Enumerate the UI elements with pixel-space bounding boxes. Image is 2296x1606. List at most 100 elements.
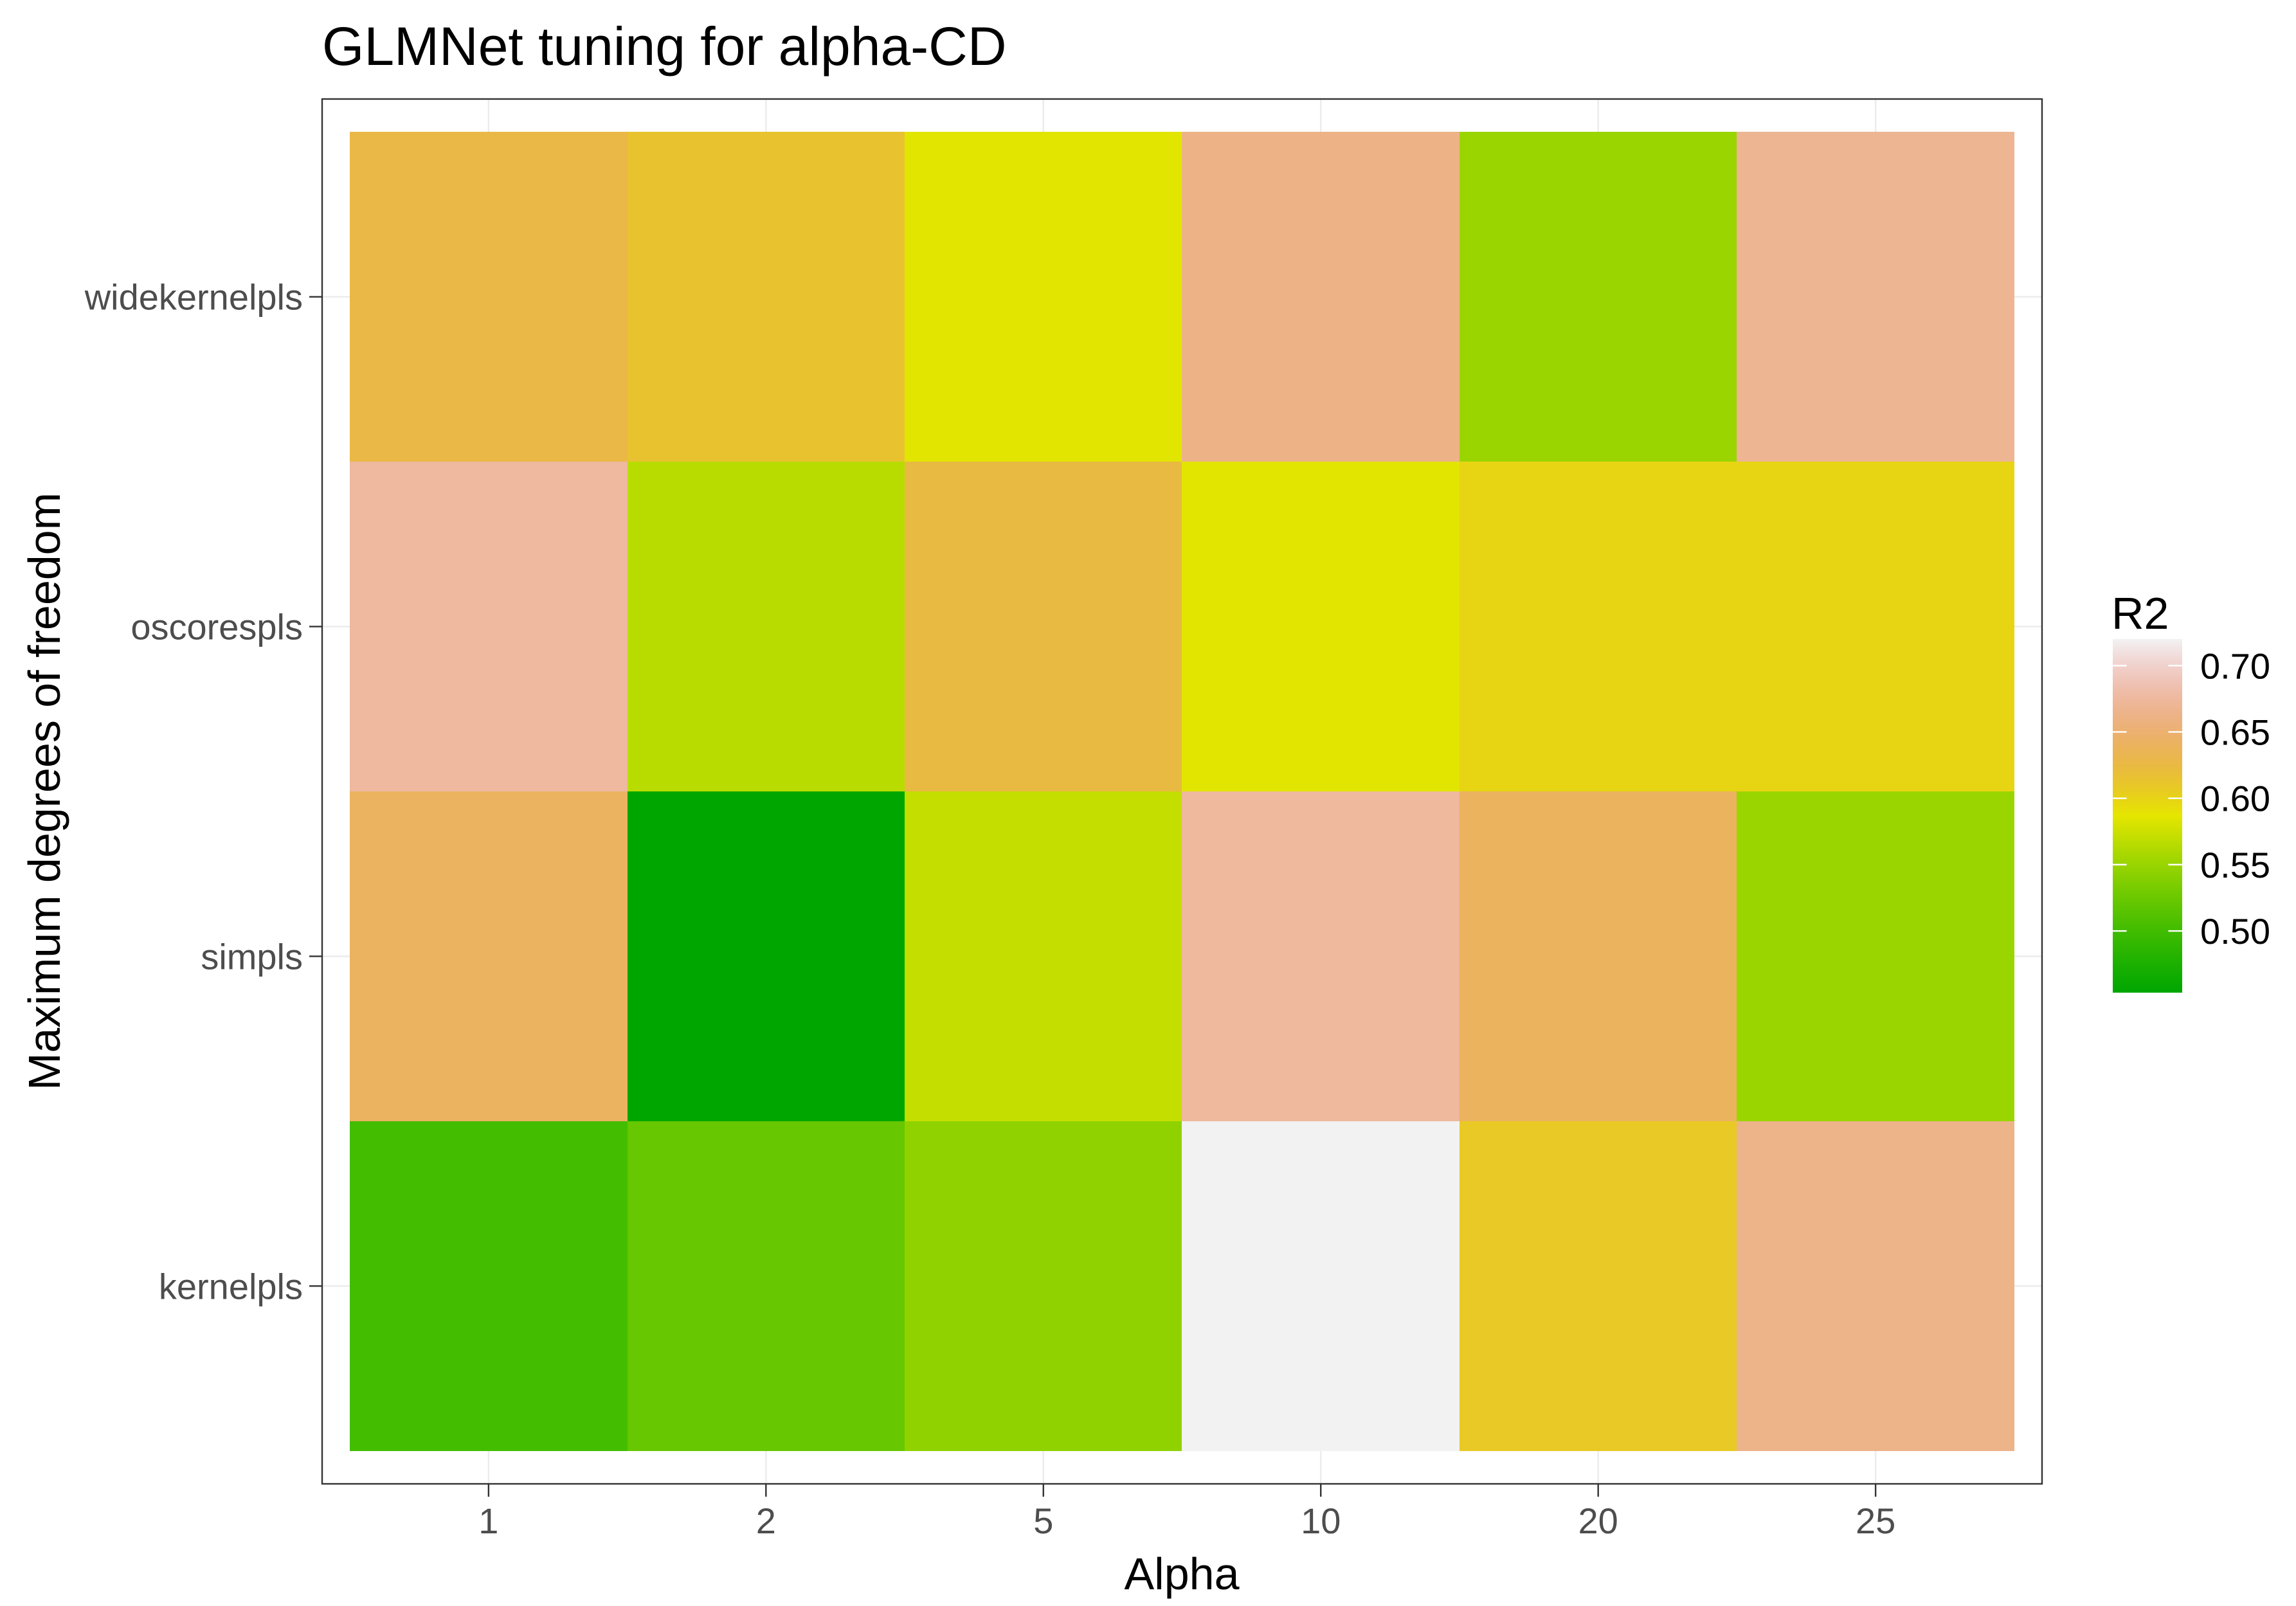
x-axis: 1 2 5 10 20 25: [478, 1484, 1895, 1541]
tile-kernelpls-alpha-1: [350, 1121, 628, 1451]
legend-colorbar-segment: [2113, 942, 2182, 944]
legend-colorbar-segment: [2113, 676, 2182, 678]
legend-colorbar-segment: [2113, 977, 2182, 979]
legend-colorbar-segment: [2113, 857, 2182, 860]
legend-colorbar-segment: [2113, 911, 2182, 914]
legend-colorbar-segment: [2113, 953, 2182, 956]
legend-colorbar-segment: [2113, 666, 2182, 669]
legend-label: 0.70: [2200, 645, 2270, 686]
legend-colorbar-segment: [2113, 824, 2182, 827]
legend-colorbar-segment: [2113, 982, 2182, 985]
legend-colorbar-segment: [2113, 778, 2182, 780]
legend-colorbar-segment: [2113, 753, 2182, 755]
tile-oscorespls-alpha-25: [1737, 462, 2014, 791]
legend-colorbar-segment: [2113, 952, 2182, 954]
legend-colorbar-segment: [2113, 936, 2182, 939]
legend-colorbar-segment: [2113, 807, 2182, 809]
tile-widekernelpls-alpha-20: [1460, 132, 1737, 462]
tile-oscorespls-alpha-2: [628, 462, 905, 791]
legend-colorbar-segment: [2113, 743, 2182, 746]
legend-colorbar-segment: [2113, 708, 2182, 711]
legend-label: 0.55: [2200, 845, 2270, 885]
x-tick-label: 2: [756, 1501, 776, 1541]
legend-colorbar-segment: [2113, 678, 2182, 680]
legend-colorbar-segment: [2113, 745, 2182, 748]
y-tick-label: widekernelpls: [84, 277, 303, 318]
legend-colorbar-segment: [2113, 944, 2182, 946]
legend-colorbar-segment: [2113, 871, 2182, 873]
legend-colorbar-segment: [2113, 980, 2182, 983]
legend-colorbar-segment: [2113, 710, 2182, 713]
tile-simpls-alpha-5: [905, 791, 1182, 1121]
legend-colorbar-segment: [2113, 718, 2182, 721]
legend-colorbar-segment: [2113, 890, 2182, 892]
legend-colorbar-segment: [2113, 685, 2182, 688]
legend-colorbar-segment: [2113, 888, 2182, 890]
legend-colorbar-segment: [2113, 681, 2182, 684]
legend-colorbar-segment: [2113, 749, 2182, 752]
legend-colorbar-segment: [2113, 658, 2182, 661]
y-axis-title: Maximum degrees of freedom: [19, 492, 69, 1090]
legend-colorbar-segment: [2113, 901, 2182, 904]
legend-colorbar-segment: [2113, 653, 2182, 655]
legend-colorbar-segment: [2113, 836, 2182, 838]
x-tick-label: 20: [1578, 1501, 1618, 1541]
legend-colorbar-segment: [2113, 872, 2182, 875]
legend-colorbar-segment: [2113, 884, 2182, 887]
legend-colorbar-segment: [2113, 761, 2182, 763]
tile-oscorespls-alpha-1: [350, 462, 628, 791]
legend-colorbar-segment: [2113, 799, 2182, 802]
tile-simpls-alpha-2: [628, 791, 905, 1121]
legend-colorbar-segment: [2113, 737, 2182, 740]
legend-colorbar-segment: [2113, 759, 2182, 761]
y-axis: kernelpls simpls oscorespls widekernelpls: [84, 277, 322, 1306]
legend-colorbar-segment: [2113, 680, 2182, 682]
legend-colorbar-segment: [2113, 838, 2182, 840]
legend-colorbar-segment: [2113, 647, 2182, 649]
x-tick-label: 25: [1856, 1501, 1895, 1541]
legend-colorbar-segment: [2113, 803, 2182, 806]
legend-colorbar-segment: [2113, 903, 2182, 906]
legend-colorbar-segment: [2113, 863, 2182, 865]
legend-colorbar-segment: [2113, 674, 2182, 676]
legend-colorbar-segment: [2113, 805, 2182, 808]
legend-colorbar-segment: [2113, 815, 2182, 817]
legend-colorbar-segment: [2113, 967, 2182, 970]
legend-colorbar-segment: [2113, 969, 2182, 971]
legend-colorbar-segment: [2113, 886, 2182, 889]
legend-colorbar-segment: [2113, 959, 2182, 962]
legend-colorbar-segment: [2113, 741, 2182, 744]
heatmap-tiles: [350, 132, 2014, 1451]
legend-colorbar-segment: [2113, 957, 2182, 960]
legend-colorbar-segment: [2113, 712, 2182, 715]
tile-simpls-alpha-25: [1737, 791, 2014, 1121]
legend-colorbar-segment: [2113, 701, 2182, 703]
legend-colorbar-segment: [2113, 965, 2182, 968]
legend-colorbar-segment: [2113, 963, 2182, 966]
legend-colorbar-segment: [2113, 898, 2182, 900]
legend-colorbar-segment: [2113, 672, 2182, 674]
legend-colorbar-segment: [2113, 932, 2182, 935]
legend-colorbar-segment: [2113, 907, 2182, 910]
y-tick-label: oscorespls: [131, 607, 303, 647]
legend-colorbar-segment: [2113, 772, 2182, 775]
legend-colorbar-segment: [2113, 917, 2182, 919]
legend-colorbar-segment: [2113, 882, 2182, 885]
legend-colorbar-segment: [2113, 811, 2182, 813]
legend-colorbar-segment: [2113, 913, 2182, 916]
legend-colorbar-segment: [2113, 643, 2182, 645]
legend-colorbar-segment: [2113, 988, 2182, 991]
legend-colorbar-segment: [2113, 826, 2182, 829]
legend-colorbar-segment: [2113, 651, 2182, 653]
tile-widekernelpls-alpha-5: [905, 132, 1182, 462]
legend: R2 0.50 0.55 0.60 0.65 0.70: [2111, 588, 2270, 993]
legend-colorbar-segment: [2113, 979, 2182, 981]
legend-colorbar-segment: [2113, 747, 2182, 750]
legend-colorbar-segment: [2113, 797, 2182, 800]
legend-label: 0.50: [2200, 911, 2270, 952]
legend-colorbar-segment: [2113, 973, 2182, 975]
legend-colorbar-segment: [2113, 990, 2182, 993]
legend-colorbar-segment: [2113, 732, 2182, 734]
legend-colorbar-segment: [2113, 847, 2182, 850]
